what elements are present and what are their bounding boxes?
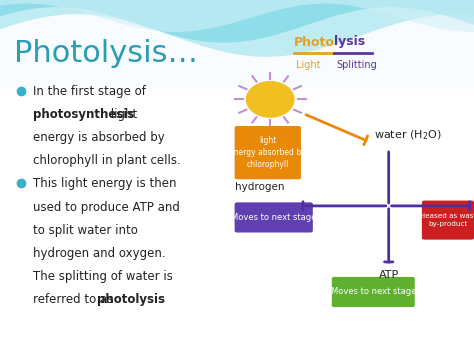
Polygon shape bbox=[0, 0, 474, 43]
Text: Photo: Photo bbox=[294, 36, 335, 49]
FancyBboxPatch shape bbox=[422, 201, 474, 240]
Text: In the first stage of: In the first stage of bbox=[33, 85, 146, 98]
Text: Light: Light bbox=[296, 60, 321, 70]
Text: photosynthesis: photosynthesis bbox=[33, 108, 135, 121]
Text: used to produce ATP and: used to produce ATP and bbox=[33, 201, 180, 214]
Text: lysis: lysis bbox=[334, 36, 365, 49]
Text: Photolysis…: Photolysis… bbox=[14, 39, 198, 68]
Text: Moves to next stage: Moves to next stage bbox=[330, 288, 416, 296]
Text: energy is absorbed by: energy is absorbed by bbox=[33, 131, 165, 144]
Text: Splitting: Splitting bbox=[337, 60, 377, 70]
Text: ATP: ATP bbox=[379, 270, 399, 280]
Text: water (H$_2$O): water (H$_2$O) bbox=[374, 128, 442, 142]
Text: hydrogen: hydrogen bbox=[235, 182, 284, 192]
Text: hydrogen and oxygen.: hydrogen and oxygen. bbox=[33, 247, 166, 260]
Polygon shape bbox=[0, 0, 474, 57]
Text: light
energy absorbed by
chlorophyll: light energy absorbed by chlorophyll bbox=[229, 136, 306, 169]
Text: referred to as: referred to as bbox=[33, 293, 117, 306]
Text: to split water into: to split water into bbox=[33, 224, 138, 237]
Text: photolysis: photolysis bbox=[97, 293, 165, 306]
Text: chlorophyll in plant cells.: chlorophyll in plant cells. bbox=[33, 154, 181, 168]
FancyBboxPatch shape bbox=[332, 277, 415, 307]
Circle shape bbox=[246, 82, 294, 117]
FancyBboxPatch shape bbox=[235, 126, 301, 179]
Bar bbox=[0, 0, 474, 89]
Text: Released as waste
by-product: Released as waste by-product bbox=[414, 213, 474, 227]
FancyBboxPatch shape bbox=[235, 202, 313, 233]
Text: Moves to next stage: Moves to next stage bbox=[231, 213, 317, 222]
Text: This light energy is then: This light energy is then bbox=[33, 178, 177, 191]
Polygon shape bbox=[0, 0, 474, 32]
Text: light: light bbox=[107, 108, 137, 121]
Text: The splitting of water is: The splitting of water is bbox=[33, 270, 173, 283]
